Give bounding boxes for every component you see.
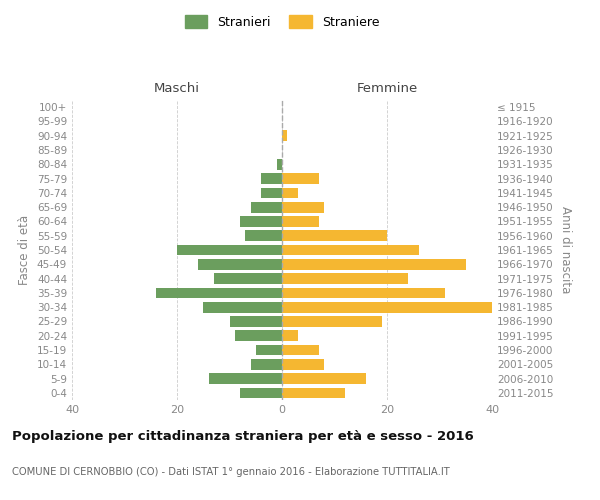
- Bar: [245, 230, 282, 241]
- Text: Femmine: Femmine: [356, 82, 418, 96]
- Bar: [282, 230, 387, 241]
- Bar: [209, 373, 282, 384]
- Bar: [229, 316, 282, 327]
- Y-axis label: Fasce di età: Fasce di età: [19, 215, 31, 285]
- Bar: [282, 359, 324, 370]
- Bar: [282, 173, 319, 184]
- Bar: [240, 388, 282, 398]
- Bar: [156, 288, 282, 298]
- Bar: [177, 244, 282, 256]
- Bar: [282, 302, 492, 312]
- Text: Popolazione per cittadinanza straniera per età e sesso - 2016: Popolazione per cittadinanza straniera p…: [12, 430, 474, 443]
- Y-axis label: Anni di nascita: Anni di nascita: [559, 206, 572, 294]
- Bar: [251, 359, 282, 370]
- Bar: [277, 159, 282, 170]
- Bar: [282, 288, 445, 298]
- Bar: [282, 273, 408, 284]
- Bar: [203, 302, 282, 312]
- Bar: [282, 388, 345, 398]
- Bar: [282, 216, 319, 227]
- Bar: [235, 330, 282, 341]
- Bar: [261, 188, 282, 198]
- Bar: [282, 188, 298, 198]
- Bar: [198, 259, 282, 270]
- Bar: [282, 202, 324, 212]
- Bar: [261, 173, 282, 184]
- Bar: [282, 259, 466, 270]
- Bar: [282, 244, 419, 256]
- Bar: [256, 344, 282, 356]
- Bar: [282, 344, 319, 356]
- Text: COMUNE DI CERNOBBIO (CO) - Dati ISTAT 1° gennaio 2016 - Elaborazione TUTTITALIA.: COMUNE DI CERNOBBIO (CO) - Dati ISTAT 1°…: [12, 467, 450, 477]
- Bar: [240, 216, 282, 227]
- Bar: [282, 330, 298, 341]
- Bar: [282, 316, 382, 327]
- Text: Maschi: Maschi: [154, 82, 200, 96]
- Bar: [282, 373, 366, 384]
- Bar: [282, 130, 287, 141]
- Bar: [251, 202, 282, 212]
- Legend: Stranieri, Straniere: Stranieri, Straniere: [181, 11, 383, 32]
- Bar: [214, 273, 282, 284]
